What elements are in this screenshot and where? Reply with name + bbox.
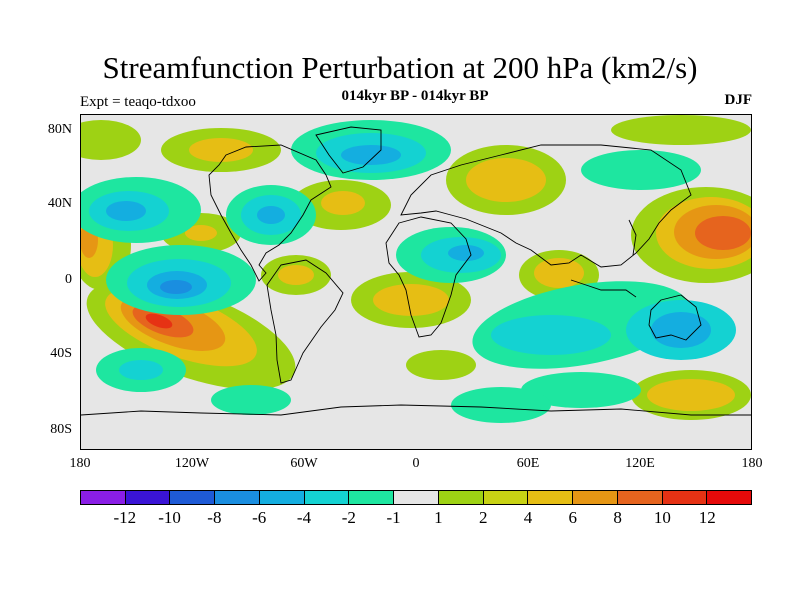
experiment-label: Expt = teaqo-tdxoo [80,94,196,110]
legend-label: -4 [296,508,312,527]
legend-label: -1 [386,508,401,527]
lat-label-0: 0 [65,272,72,287]
legend-swatch [349,491,395,504]
legend-swatch [394,491,439,504]
plot-subtitle: 014kyr BP - 014kyr BP [341,88,489,104]
coastlines [81,126,751,416]
season-label: DJF [724,92,753,108]
lat-label-40s: 40S [50,346,72,361]
legend-swatch [170,491,216,504]
legend-label: 4 [523,508,533,527]
legend-label: -10 [158,508,181,527]
legend-swatch [215,491,260,504]
legend-label: -6 [252,508,267,527]
lon-label-0: 0 [412,456,420,471]
negative-anomalies [81,120,736,423]
legend-swatch [573,491,618,504]
lon-label-60w: 60W [290,456,318,471]
legend-label: 6 [568,508,578,527]
lon-label-120e: 120E [625,456,655,471]
lat-label-80s: 80S [50,422,72,437]
map-panel [80,114,752,450]
lat-label-40n: 40N [47,196,72,211]
legend-label: -8 [207,508,222,527]
lon-label-120w: 120W [174,456,210,471]
legend-label: 10 [653,508,671,527]
legend-swatch [438,491,484,504]
color-legend [80,490,752,505]
legend-swatch [81,491,126,504]
legend-label: -12 [113,508,137,527]
map-contours [81,115,751,449]
lon-label-60e: 60E [516,456,540,471]
legend-label: -2 [341,508,356,527]
lon-label-180e: 180 [741,456,763,471]
lat-label-80n: 80N [47,122,72,137]
legend-swatch [259,491,305,504]
legend-swatch [125,491,171,504]
legend-swatch [528,491,574,504]
legend-swatch [662,491,708,504]
legend-swatch [483,491,529,504]
legend-label: 8 [613,508,622,527]
lon-label-180w: 180 [69,456,91,471]
legend-label: 12 [698,508,716,527]
legend-swatch [304,491,350,504]
legend-label: 2 [478,508,488,527]
legend-swatch [707,491,752,504]
legend-swatch [617,491,663,504]
plot-title: Streamfunction Perturbation at 200 hPa (… [102,50,698,85]
legend-label: 1 [434,508,443,527]
